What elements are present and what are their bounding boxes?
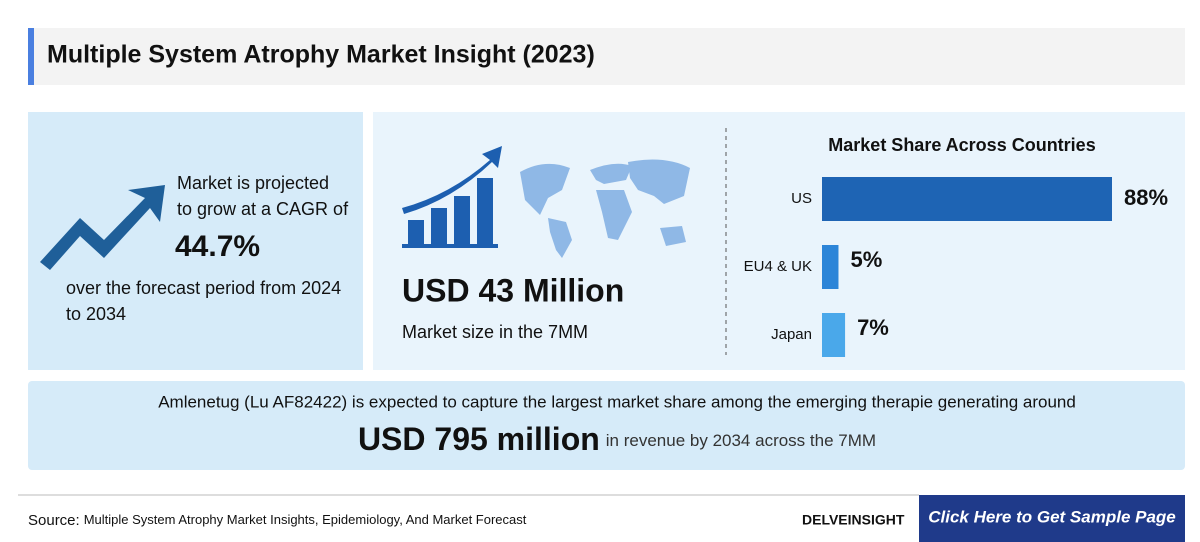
value-label: 5%	[850, 247, 882, 272]
market-size-value: USD 43 Million	[402, 272, 624, 308]
cagr-value: 44.7%	[175, 230, 260, 263]
category-label: Japan	[771, 326, 812, 343]
bar-growth-icon	[402, 146, 502, 248]
header-bg	[28, 28, 1185, 85]
cagr-text: to grow at a CAGR of	[177, 199, 349, 219]
highlight-line: USD 795 million in revenue by 2034 across…	[358, 421, 876, 457]
page-title: Multiple System Atrophy Market Insight (…	[47, 41, 595, 69]
market-size-label: Market size in the 7MM	[402, 322, 588, 342]
highlight-panel	[28, 381, 1185, 470]
value-label: 7%	[857, 315, 889, 340]
highlight-suffix: in revenue by 2034 across the 7MM	[606, 431, 876, 450]
growth-arrow-icon	[40, 185, 165, 270]
cagr-panel	[28, 112, 363, 370]
value-label: 88%	[1124, 185, 1168, 210]
bar	[822, 177, 1112, 221]
cagr-text: Market is projected	[177, 173, 329, 193]
bar	[822, 313, 846, 357]
highlight-text: Amlenetug (Lu AF82422) is expected to ca…	[158, 392, 1076, 411]
bar	[822, 245, 839, 289]
header-accent	[28, 28, 34, 85]
bar-chart: US 88% EU4 & UK 5% Japan 7%	[744, 177, 1168, 357]
source: Source: Multiple System Atrophy Market In…	[28, 512, 527, 529]
highlight-amount: USD 795 million	[358, 421, 600, 457]
source-label: Source:	[28, 512, 80, 529]
world-map-icon	[520, 159, 690, 258]
cta-text[interactable]: Click Here to Get Sample Page	[928, 507, 1176, 526]
cagr-period: over the forecast period from 2024	[66, 278, 341, 298]
category-label: US	[791, 190, 812, 207]
logo: DELVEINSIGHT	[802, 512, 905, 528]
cta-button[interactable]	[919, 495, 1185, 542]
chart-title: Market Share Across Countries	[828, 135, 1095, 155]
category-label: EU4 & UK	[744, 258, 812, 275]
cagr-period: to 2034	[66, 304, 126, 324]
source-text: Multiple System Atrophy Market Insights,…	[84, 512, 527, 527]
market-panel	[373, 112, 1185, 370]
